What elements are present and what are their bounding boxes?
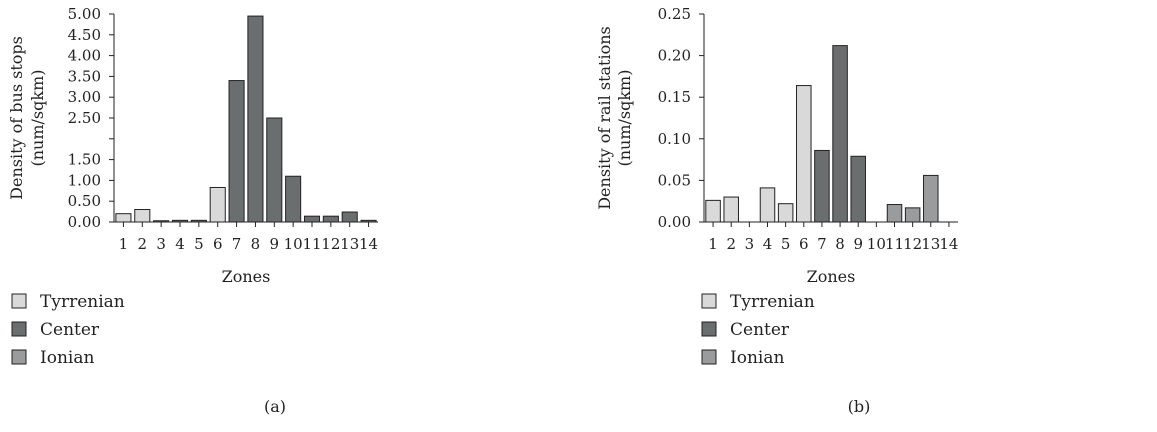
- x-tick-label: 9: [270, 235, 280, 253]
- bar-zone-14: [360, 219, 377, 223]
- x-tick-label: 14: [359, 235, 378, 253]
- x-tick-label: 2: [726, 235, 736, 253]
- x-tick-label: 1: [119, 235, 129, 253]
- y-tick-label: 3.50: [68, 67, 101, 85]
- legend-label-ionian: Ionian: [40, 348, 94, 368]
- y-tick-label: 0.05: [658, 171, 691, 189]
- x-tick-label: 6: [799, 235, 809, 253]
- panel-label: (b): [848, 397, 871, 416]
- bar-zone-7: [814, 149, 830, 223]
- y-tick-label: 0.00: [658, 213, 691, 231]
- legend-label-center: Center: [40, 320, 100, 340]
- x-tick-label: 13: [340, 235, 359, 253]
- chart-a-bus-stops: 0.00 0.50 1.00 1.50 2.50 3.00 3.50 4.00 4.50 5.00…: [7, 5, 378, 416]
- panel-label: (a): [264, 397, 286, 416]
- bar-zone-11: [886, 204, 903, 223]
- bar-zone-6: [209, 186, 226, 223]
- bar-zone-4: [759, 187, 776, 223]
- y-tick-label: 4.50: [68, 26, 101, 44]
- x-tick-label: 10: [867, 235, 886, 253]
- x-tick-label: 3: [156, 235, 166, 253]
- bar-zone-4: [171, 219, 189, 223]
- y-tick-label: 5.00: [68, 5, 101, 23]
- legend-swatch-ionian: [701, 349, 717, 365]
- x-tick-label: 9: [853, 235, 863, 253]
- bar-zone-1: [705, 199, 721, 223]
- x-tick-label: 5: [781, 235, 791, 253]
- y-axis-title-line2: (num/sqkm): [28, 70, 47, 167]
- x-tick-label: 7: [817, 235, 827, 253]
- y-axis-title-line1: Density of rail stations: [595, 26, 614, 210]
- y-tick-label: 1.00: [68, 171, 101, 189]
- bar-zone-7: [228, 80, 245, 223]
- x-tick-label: 8: [251, 235, 261, 253]
- legend-swatch-tyrrenian: [11, 293, 27, 309]
- x-tick-label: 3: [745, 235, 755, 253]
- bar-zone-2: [723, 196, 739, 223]
- x-tick-label: 11: [885, 235, 904, 253]
- bar-zone-8: [247, 15, 264, 223]
- y-tick-label: 0.10: [658, 130, 691, 148]
- bar-zone-11: [303, 215, 321, 223]
- x-tick-label: 12: [321, 235, 340, 253]
- x-tick-label: 4: [763, 235, 773, 253]
- legend-label-ionian: Ionian: [730, 348, 784, 368]
- x-tick-label: 13: [921, 235, 940, 253]
- x-tick-label: 2: [138, 235, 148, 253]
- y-tick-label: 1.50: [68, 151, 101, 169]
- bar-zone-8: [832, 45, 848, 223]
- legend-swatch-ionian: [11, 349, 27, 365]
- y-tick-label: 3.00: [68, 88, 101, 106]
- y-axis-title-line2: (num/sqkm): [615, 70, 634, 167]
- bar-zone-13: [923, 174, 939, 223]
- legend-label-tyrrenian: Tyrrenian: [730, 292, 815, 312]
- y-tick-label: 4.00: [68, 47, 101, 65]
- bar-zone-10: [285, 175, 302, 223]
- x-tick-label: 12: [903, 235, 922, 253]
- x-tick-label: 7: [232, 235, 242, 253]
- legend-swatch-tyrrenian: [701, 293, 717, 309]
- y-tick-label: 0.50: [68, 192, 101, 210]
- bar-zone-13: [341, 211, 358, 223]
- bar-zone-9: [266, 117, 283, 223]
- chart-b-rail-stations: 0.000.050.100.150.200.251 2 3 4 5 6 7 8 9 10 11 12 1…: [595, 5, 958, 416]
- x-tick-label: 14: [939, 235, 958, 253]
- bar-zone-12: [322, 215, 339, 223]
- bar-zone-5: [190, 219, 207, 223]
- y-tick-label: 0.20: [658, 47, 691, 65]
- legend-label-tyrrenian: Tyrrenian: [40, 292, 125, 312]
- x-tick-label: 1: [708, 235, 718, 253]
- x-tick-label: 10: [284, 235, 303, 253]
- x-tick-label: 11: [302, 235, 321, 253]
- legend-swatch-center: [11, 321, 27, 337]
- legend-label-center: Center: [730, 320, 790, 340]
- bar-zone-9: [850, 155, 866, 223]
- bar-zone-2: [134, 209, 151, 223]
- y-tick-label: 0.25: [658, 5, 691, 23]
- y-tick-label: 0.15: [658, 88, 691, 106]
- bar-zone-12: [904, 207, 921, 223]
- legend-swatch-center: [701, 321, 717, 337]
- x-tick-label: 5: [194, 235, 204, 253]
- bar-zone-6: [796, 85, 812, 223]
- bar-zone-1: [115, 213, 132, 223]
- y-tick-label: 2.50: [68, 109, 101, 127]
- x-tick-label: 4: [175, 235, 185, 253]
- bar-zone-5: [777, 203, 794, 223]
- y-tick-label: 0.00: [68, 213, 101, 231]
- y-axis-title-line1: Density of bus stops: [7, 36, 26, 200]
- bar-zone-3: [153, 220, 170, 223]
- x-axis-title: Zones: [222, 267, 271, 286]
- x-tick-label: 6: [213, 235, 223, 253]
- x-axis-title: Zones: [807, 267, 856, 286]
- x-tick-label: 8: [835, 235, 845, 253]
